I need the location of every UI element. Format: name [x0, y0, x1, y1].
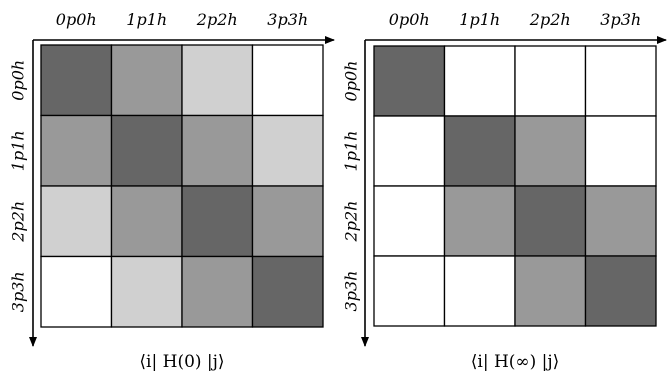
matrix-cell: [181, 44, 254, 117]
matrix-cell: [110, 44, 183, 117]
matrix-cell: [514, 45, 587, 117]
matrix-cell: [443, 255, 516, 327]
matrix-cell: [443, 185, 516, 257]
matrix-cell: [584, 255, 657, 327]
column-label: 2p2h: [529, 10, 571, 29]
column-label: 0p0h: [389, 10, 430, 29]
matrix-cells: [40, 44, 324, 328]
matrix-cell: [251, 185, 324, 258]
column-labels: 0p0h 1p1h 2p2h 3p3h: [389, 10, 641, 29]
matrix-cell: [373, 45, 446, 117]
matrix-cell: [40, 114, 113, 187]
matrix-cell: [584, 185, 657, 257]
column-label: 2p2h: [196, 10, 238, 29]
row-label: 2p2h: [342, 201, 361, 243]
matrix-cell: [251, 255, 324, 328]
matrix-caption: ⟨i| H(∞) |j⟩: [471, 352, 560, 372]
matrix-cell: [514, 115, 587, 187]
matrix-cell: [373, 255, 446, 327]
matrix-cell: [584, 115, 657, 187]
matrix-cell: [373, 185, 446, 257]
matrix-cell: [251, 114, 324, 187]
matrix-cell: [251, 44, 324, 117]
matrix-cell: [514, 185, 587, 257]
column-label: 3p3h: [600, 10, 641, 29]
matrix-cell: [373, 115, 446, 187]
matrix-cell: [181, 255, 254, 328]
row-label: 1p1h: [342, 131, 361, 172]
matrix-cell: [40, 255, 113, 328]
matrix-cell: [110, 185, 183, 258]
column-label: 3p3h: [267, 10, 308, 29]
column-label: 0p0h: [56, 10, 97, 29]
row-labels: 0p0h 1p1h 2p2h 3p3h: [342, 61, 361, 312]
matrix-caption: ⟨i| H(0) |j⟩: [139, 352, 224, 372]
row-label: 3p3h: [9, 271, 28, 312]
row-labels: 0p0h 1p1h 2p2h 3p3h: [9, 60, 28, 312]
matrix-cell: [181, 185, 254, 258]
row-label: 1p1h: [9, 130, 28, 171]
matrix-cell: [110, 114, 183, 187]
matrix-panel-h0: 0p0h 1p1h 2p2h 3p3h 0p0h 1p1h 2p2h 3p3h …: [9, 10, 335, 372]
row-label: 3p3h: [342, 271, 361, 312]
matrix-cells: [373, 45, 657, 327]
row-label: 2p2h: [9, 201, 28, 243]
matrix-cell: [110, 255, 183, 328]
matrix-cell: [514, 255, 587, 327]
matrix-cell: [40, 185, 113, 258]
matrix-cell: [443, 45, 516, 117]
matrix-cell: [181, 114, 254, 187]
row-label: 0p0h: [342, 61, 361, 102]
column-label: 1p1h: [126, 10, 167, 29]
matrix-cell: [584, 45, 657, 117]
matrix-panel-hinf: 0p0h 1p1h 2p2h 3p3h 0p0h 1p1h 2p2h 3p3h …: [342, 10, 667, 372]
column-labels: 0p0h 1p1h 2p2h 3p3h: [56, 10, 308, 29]
matrix-cell: [40, 44, 113, 117]
column-label: 1p1h: [459, 10, 500, 29]
row-label: 0p0h: [9, 60, 28, 101]
matrix-cell: [443, 115, 516, 187]
